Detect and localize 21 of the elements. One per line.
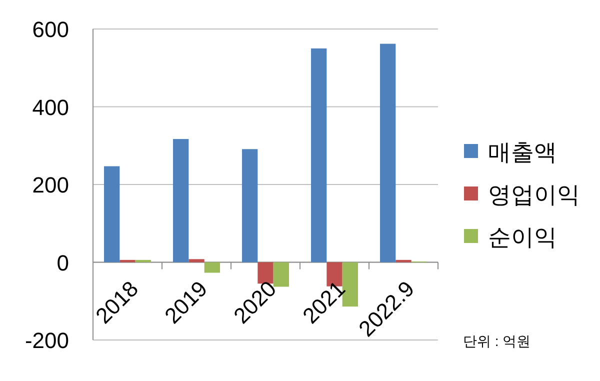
legend-label: 영업이익 (488, 182, 580, 208)
y-tick-label: 400 (32, 94, 69, 120)
bar (188, 259, 204, 262)
bar (104, 166, 120, 262)
bar (396, 260, 412, 262)
bar (258, 262, 274, 284)
bar (204, 262, 220, 273)
bar (242, 149, 258, 262)
legend-label: 매출액 (488, 139, 557, 165)
y-tick-label: -200 (24, 328, 69, 353)
y-tick-label: 600 (32, 17, 69, 42)
bar (311, 48, 327, 262)
y-tick-label: 0 (56, 250, 69, 276)
bar (273, 262, 289, 287)
bar (120, 260, 136, 262)
text: 단위 : 억원 (463, 333, 531, 349)
bar (380, 44, 396, 262)
bar (173, 139, 189, 262)
bar (135, 260, 151, 262)
y-tick-label: 200 (32, 172, 69, 198)
legend-label: 순이익 (488, 224, 557, 250)
